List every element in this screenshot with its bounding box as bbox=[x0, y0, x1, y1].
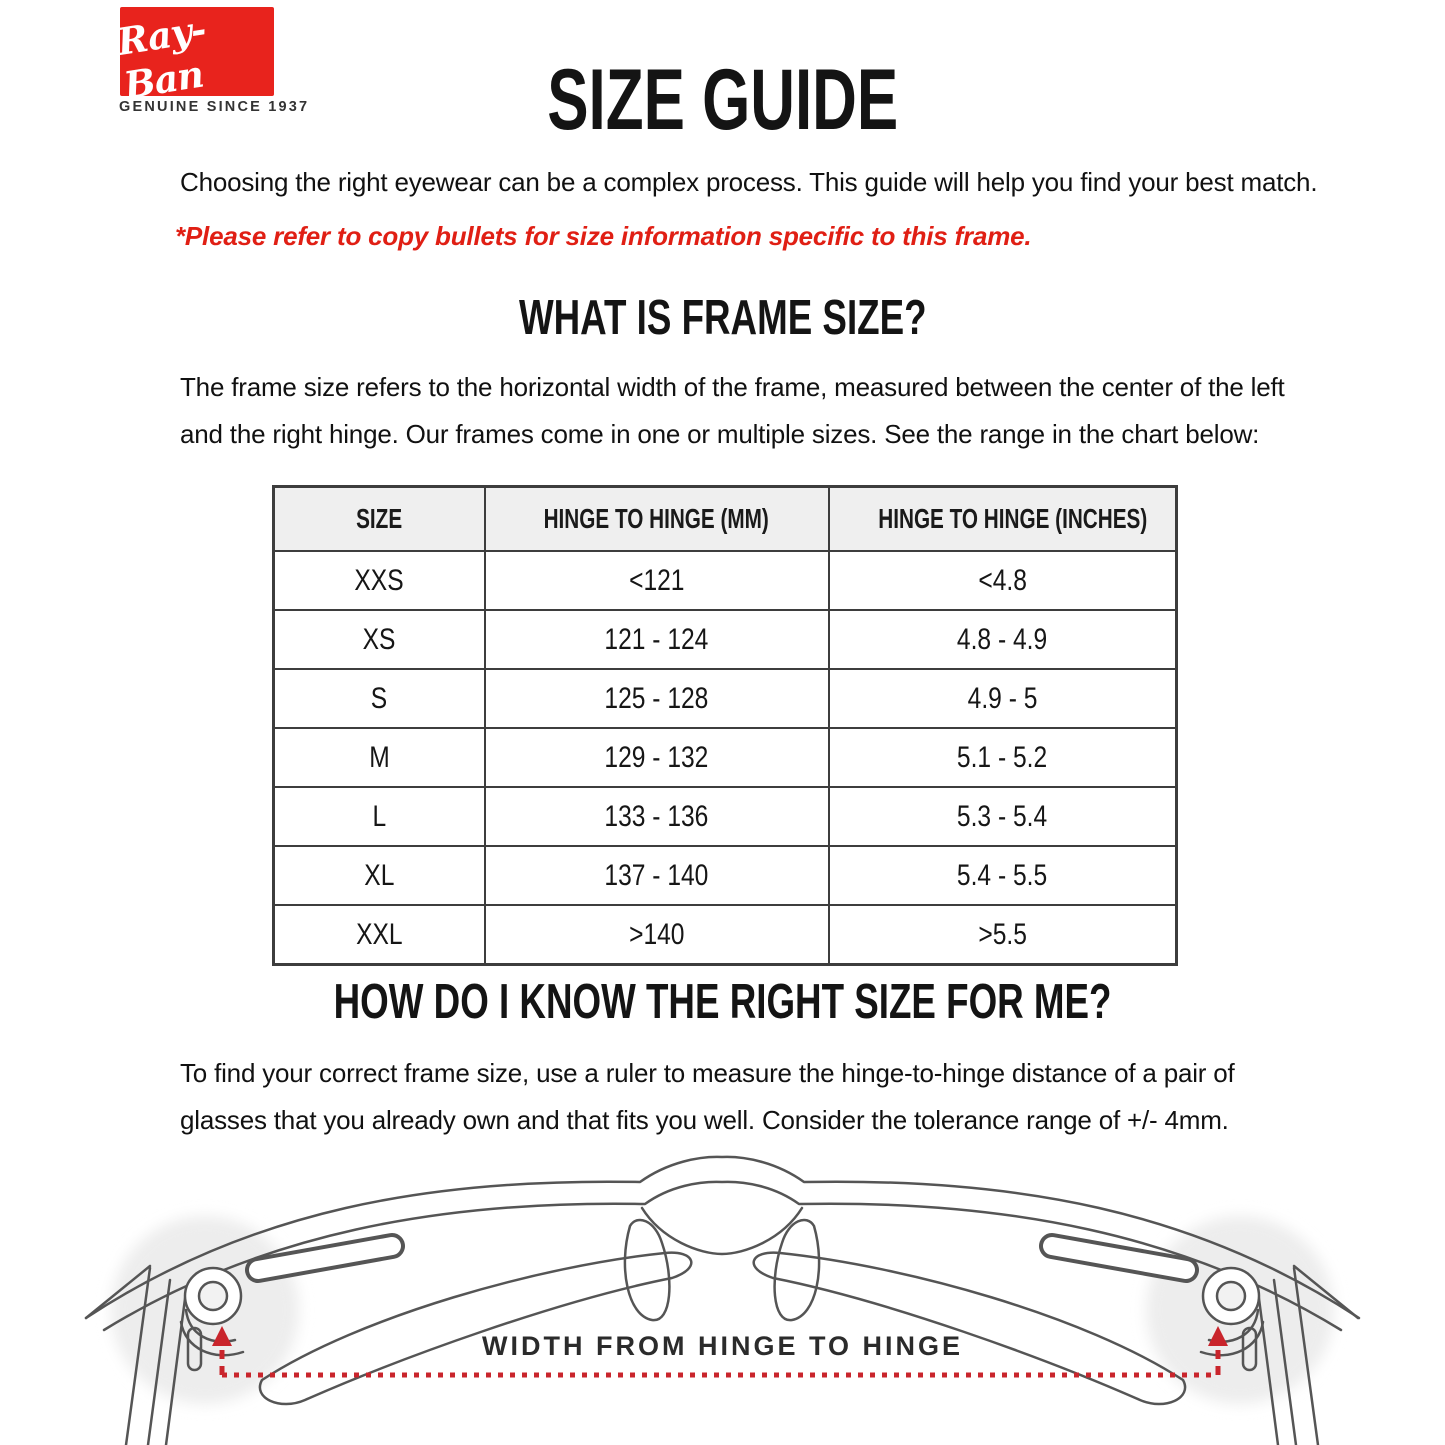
col-header-mm: HINGE TO HINGE (MM) bbox=[483, 485, 830, 552]
cell-inches: >5.5 bbox=[827, 904, 1178, 966]
cell-mm: 121 - 124 bbox=[483, 609, 830, 670]
cell-size: M bbox=[272, 727, 486, 788]
section-heading-frame-size: WHAT IS FRAME SIZE? bbox=[518, 291, 927, 345]
cell-size: XS bbox=[272, 609, 486, 670]
cell-inches: <4.8 bbox=[827, 550, 1178, 611]
arrow-up-icon bbox=[212, 1326, 232, 1346]
cell-mm: 129 - 132 bbox=[483, 727, 830, 788]
size-chart-table: SIZE HINGE TO HINGE (MM) HINGE TO HINGE … bbox=[272, 485, 1178, 966]
cell-size: XXL bbox=[272, 904, 486, 966]
col-header-size: SIZE bbox=[272, 485, 486, 552]
cell-inches: 5.3 - 5.4 bbox=[827, 786, 1178, 847]
intro-text: Choosing the right eyewear can be a comp… bbox=[180, 167, 1318, 197]
arrow-up-icon bbox=[1208, 1326, 1228, 1346]
cell-inches: 5.1 - 5.2 bbox=[827, 727, 1178, 788]
page-title: SIZE GUIDE bbox=[547, 52, 898, 148]
table-header-row: SIZE HINGE TO HINGE (MM) HINGE TO HINGE … bbox=[272, 485, 1178, 552]
table-row: S 125 - 128 4.9 - 5 bbox=[272, 668, 1178, 729]
table-row: M 129 - 132 5.1 - 5.2 bbox=[272, 727, 1178, 788]
cell-size: XXS bbox=[272, 550, 486, 611]
glasses-hinge-diagram bbox=[84, 1155, 1361, 1445]
section-heading-right-size: HOW DO I KNOW THE RIGHT SIZE FOR ME? bbox=[333, 975, 1112, 1029]
table-row: L 133 - 136 5.3 - 5.4 bbox=[272, 786, 1178, 847]
diagram-label: WIDTH FROM HINGE TO HINGE bbox=[482, 1331, 963, 1361]
cell-size: S bbox=[272, 668, 486, 729]
rayban-logo-tagline: GENUINE SINCE 1937 bbox=[119, 99, 310, 115]
frame-note-text: *Please refer to copy bullets for size i… bbox=[175, 221, 1032, 251]
cell-size: XL bbox=[272, 845, 486, 906]
cell-mm: 125 - 128 bbox=[483, 668, 830, 729]
cell-mm: >140 bbox=[483, 904, 830, 966]
table-row: XS 121 - 124 4.8 - 4.9 bbox=[272, 609, 1178, 670]
rayban-logo: Ray-Ban bbox=[114, 6, 274, 107]
table-row: XL 137 - 140 5.4 - 5.5 bbox=[272, 845, 1178, 906]
cell-inches: 5.4 - 5.5 bbox=[827, 845, 1178, 906]
cell-mm: 137 - 140 bbox=[483, 845, 830, 906]
cell-mm: 133 - 136 bbox=[483, 786, 830, 847]
table-row: XXL >140 >5.5 bbox=[272, 904, 1178, 966]
cell-size: L bbox=[272, 786, 486, 847]
hinge-width-measure bbox=[212, 1326, 1228, 1378]
cell-inches: 4.9 - 5 bbox=[827, 668, 1178, 729]
table-row: XXS <121 <4.8 bbox=[272, 550, 1178, 611]
frame-size-body: The frame size refers to the horizontal … bbox=[180, 372, 1285, 449]
glasses-line-art bbox=[84, 1155, 1361, 1445]
cell-mm: <121 bbox=[483, 550, 830, 611]
col-header-inches: HINGE TO HINGE (INCHES) bbox=[827, 485, 1178, 552]
right-size-body: To find your correct frame size, use a r… bbox=[180, 1058, 1235, 1135]
cell-inches: 4.8 - 4.9 bbox=[827, 609, 1178, 670]
